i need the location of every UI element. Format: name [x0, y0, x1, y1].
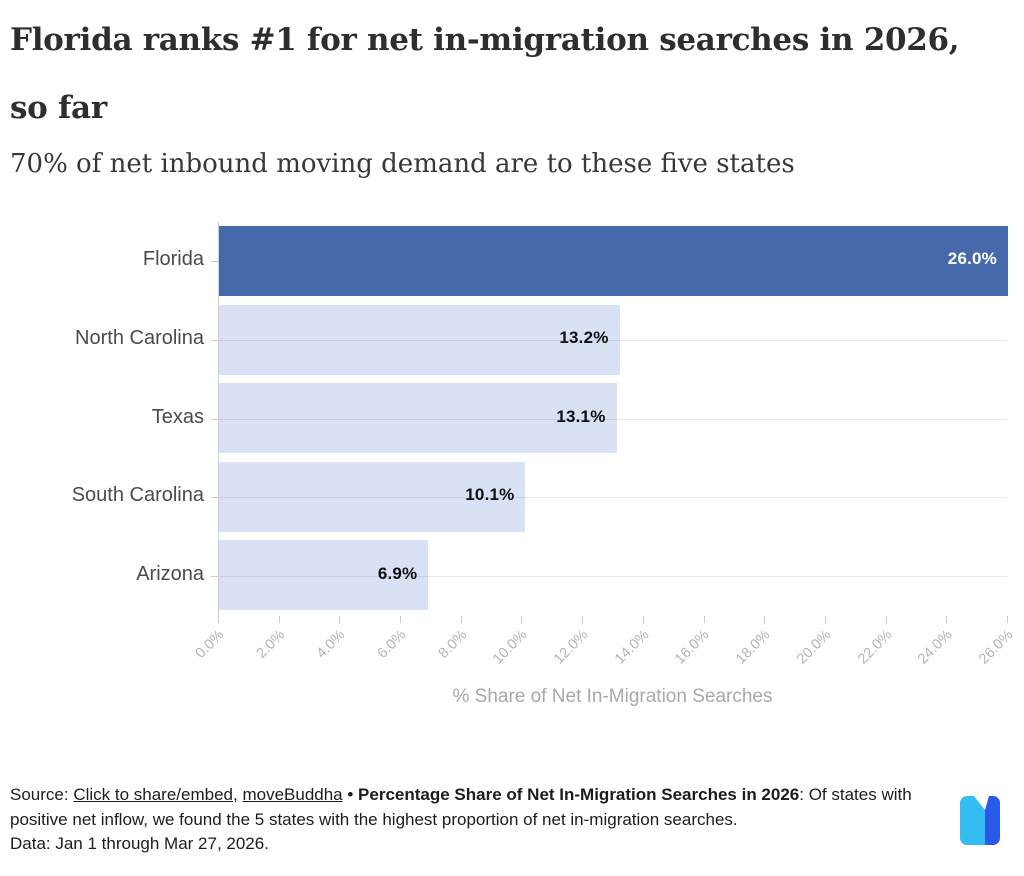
x-tick-label: 10.0% [490, 627, 531, 668]
bar-florida[interactable] [219, 226, 1008, 296]
category-label-florida: Florida [142, 248, 204, 271]
bullet-separator: • [342, 785, 359, 804]
source-prefix: Source: [10, 785, 74, 804]
plot-area: 26.0% 13.2% 13.1% 10.1% 6.9% [218, 222, 1008, 616]
footer: Source: Click to share/embed, moveBuddha… [10, 780, 1014, 857]
movebuddha-link[interactable]: moveBuddha [242, 785, 343, 804]
x-axis-tick [824, 616, 826, 623]
x-axis-title: % Share of Net In-Migration Searches [452, 686, 773, 707]
value-label-arizona: 6.9% [377, 563, 418, 583]
x-axis-tick [400, 616, 402, 623]
x-axis-tick [885, 616, 887, 623]
x-tick-label: 8.0% [435, 627, 471, 662]
x-tick-label: 26.0% [975, 627, 1017, 668]
x-tick-label: 22.0% [854, 627, 895, 668]
x-tick-label: 6.0% [374, 627, 410, 662]
category-tick [211, 575, 218, 577]
x-tick-label: 4.0% [314, 627, 349, 662]
x-axis-tick [946, 616, 948, 623]
logo-light-triangle [960, 796, 985, 845]
page-title-line-2: so far [10, 90, 107, 126]
bar-south-carolina[interactable] [219, 461, 526, 532]
x-tick-label: 16.0% [672, 627, 713, 668]
page-subtitle: 70% of net inbound moving demand are to … [10, 149, 795, 179]
page-title-line-1: Florida ranks #1 for net in-migration se… [10, 22, 960, 58]
value-label-north-carolina: 13.2% [559, 327, 609, 347]
data-range-note: Data: Jan 1 through Mar 27, 2026. [10, 834, 269, 853]
gridline [219, 497, 1007, 499]
gridline [219, 575, 1007, 577]
x-axis-tick [278, 616, 280, 623]
category-label-texas: Texas [151, 405, 204, 428]
gridline [219, 418, 1007, 420]
movebuddha-logo-icon[interactable] [960, 796, 1000, 845]
x-tick-label: 12.0% [551, 627, 592, 668]
x-tick-label: 24.0% [915, 627, 956, 668]
value-label-south-carolina: 10.1% [465, 485, 515, 505]
x-axis-tick [582, 616, 584, 623]
x-axis-tick [218, 616, 219, 623]
x-tick-label: 2.0% [253, 627, 289, 662]
category-label-north-carolina: North Carolina [75, 326, 204, 349]
source-separator: , [233, 785, 243, 804]
share-embed-link[interactable]: Click to share/embed [73, 785, 233, 804]
x-axis-tick [1007, 616, 1008, 623]
x-tick-label: 20.0% [793, 627, 835, 668]
category-label-south-carolina: South Carolina [71, 484, 204, 507]
gridline [219, 339, 1007, 341]
source-note: Source: Click to share/embed, moveBuddha… [10, 780, 935, 857]
x-axis-tick [521, 616, 523, 623]
x-tick-label: 14.0% [611, 627, 653, 668]
x-axis-tick [339, 616, 341, 623]
x-tick-label: 18.0% [733, 627, 774, 668]
chart-name-bold: Percentage Share of Net In-Migration Sea… [358, 785, 800, 804]
x-axis-tick [764, 616, 766, 623]
value-label-texas: 13.1% [556, 406, 606, 426]
value-label-florida: 26.0% [947, 249, 997, 269]
x-axis-tick [703, 616, 705, 623]
bar-chart: 26.0% 13.2% 13.1% 10.1% 6.9% % Share of Net … [10, 222, 1017, 759]
bar-texas[interactable] [219, 383, 617, 454]
x-axis-tick [460, 616, 462, 623]
gridline [219, 261, 1007, 263]
category-tick [211, 261, 218, 263]
x-tick-label: 0.0% [192, 627, 228, 662]
x-axis-tick [642, 616, 644, 623]
logo-dark-triangle [985, 796, 1000, 845]
bar-arizona[interactable] [219, 540, 429, 611]
bar-north-carolina[interactable] [219, 304, 620, 375]
category-tick [211, 339, 218, 341]
category-tick [211, 418, 218, 420]
source-description: : Of states with positive net inflow, we… [10, 785, 912, 829]
category-tick [211, 497, 218, 499]
category-label-arizona: Arizona [136, 562, 204, 585]
